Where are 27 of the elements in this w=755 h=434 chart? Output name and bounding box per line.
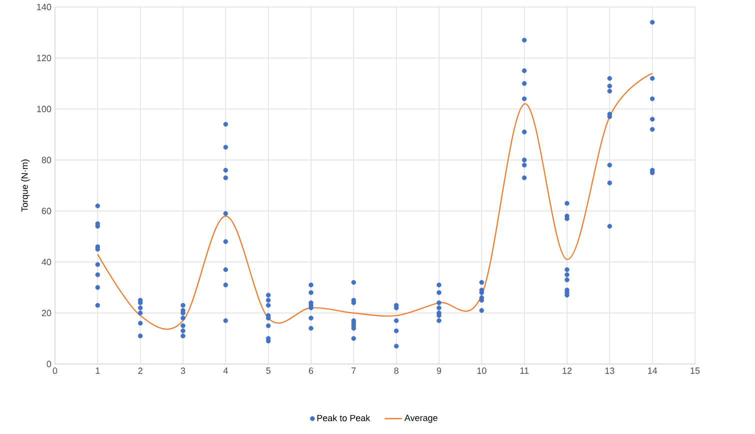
x-tick-label: 1 [96, 368, 100, 374]
x-tick-label: 14 [648, 368, 658, 374]
x-tick-label: 15 [690, 368, 700, 374]
x-tick-label: 13 [605, 368, 614, 374]
x-tick-label: 7 [352, 368, 356, 374]
y-tick-label: 20 [42, 310, 52, 316]
legend-label: Peak to Peak [317, 414, 370, 422]
x-tick-label: 2 [138, 368, 142, 374]
x-tick-label: 11 [520, 368, 529, 374]
y-tick-label: 40 [42, 258, 52, 266]
x-tick-label: 0 [52, 368, 58, 374]
x-tick-label: 4 [223, 368, 228, 374]
x-tick-label: 12 [562, 368, 572, 374]
legend-label: Average [404, 414, 438, 423]
x-tick-label: 9 [436, 368, 442, 374]
x-tick-label: 3 [180, 368, 186, 374]
x-tick-label: 5 [266, 368, 270, 374]
y-tick-label: 140 [37, 4, 52, 10]
y-tick-label: 120 [37, 54, 52, 62]
x-tick-label: 10 [477, 368, 486, 374]
x-tick-label: 8 [394, 368, 398, 374]
y-tick-label: 100 [37, 106, 52, 112]
y-tick-label: 0 [46, 360, 52, 368]
x-tick-label: 6 [308, 368, 314, 374]
y-tick-label: 60 [42, 208, 52, 214]
y-axis-title: Torque (N·m) [21, 160, 30, 212]
y-tick-label: 80 [42, 156, 52, 164]
